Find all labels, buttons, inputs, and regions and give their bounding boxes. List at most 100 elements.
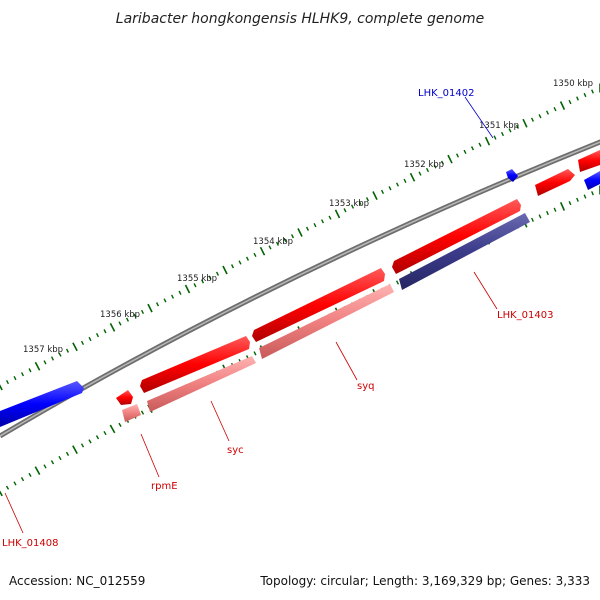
- outer-ring-tick-68: [508, 128, 512, 133]
- outer-ring-tick-61: [455, 153, 460, 158]
- outer-ring-tick-35: [259, 246, 266, 256]
- inner-ring-tick-34: [253, 351, 257, 356]
- gene-arrow-rpme[interactable]: [116, 390, 133, 405]
- inner-ring-tick-15: [109, 424, 116, 434]
- gene-label-syc[interactable]: syc: [227, 445, 244, 456]
- outer-ring-tick-64: [478, 142, 482, 147]
- outer-ring-tick-12: [88, 336, 92, 342]
- gene-arrow-fwd-left[interactable]: [140, 336, 250, 393]
- tick-label-1351: 1351 kbp: [479, 121, 519, 131]
- inner-ring-tick-3: [20, 477, 25, 482]
- gene-label-lhk01403[interactable]: LHK_01403: [497, 310, 553, 321]
- outer-ring-tick-22: [163, 298, 167, 303]
- outer-ring-tick-3: [20, 372, 25, 377]
- outer-ring-tick-10: [72, 342, 78, 352]
- outer-ring-tick-51: [380, 189, 385, 195]
- outer-ring-tick-15: [109, 323, 116, 332]
- gene-arrow-lhk01403[interactable]: [392, 199, 521, 274]
- tick-label-1353: 1353 kbp: [329, 199, 369, 209]
- outer-ring-tick-65: [484, 136, 491, 146]
- outer-ring-tick-49: [365, 197, 370, 202]
- feature-rpme-pink[interactable]: [122, 404, 141, 422]
- gene-label-syq[interactable]: syq: [357, 381, 374, 392]
- tick-label-1350: 1350 kbp: [553, 79, 593, 89]
- tick-labels: 1350 kbp 1351 kbp 1352 kbp 1353 kbp 1354…: [23, 79, 593, 355]
- inner-ring-tick-77: [576, 197, 579, 202]
- outer-ring-tick-40: [297, 228, 303, 237]
- outer-ring-tick-74: [553, 106, 557, 112]
- outer-ring-tick-69: [515, 124, 520, 129]
- outer-ring-tick-48: [358, 200, 362, 206]
- leader-line-syq: [335, 341, 358, 381]
- gene-arrow-fwd-mid[interactable]: [252, 268, 385, 342]
- feature-syq-pink[interactable]: [259, 284, 394, 359]
- inner-ring-tick-2: [13, 481, 17, 486]
- tick-label-1355: 1355 kbp: [177, 274, 217, 284]
- outer-ring-tick-78: [583, 92, 587, 98]
- outer-scale-ring: [0, 83, 600, 391]
- outer-ring-tick-41: [305, 226, 310, 231]
- feature-right-blue[interactable]: [584, 171, 600, 190]
- inner-ring-tick-76: [568, 201, 572, 206]
- outer-ring-tick-8: [58, 352, 62, 357]
- outer-ring-tick-23: [170, 294, 175, 299]
- leader-line-lhk01402: [464, 96, 494, 139]
- outer-ring-tick-28: [208, 275, 212, 280]
- inner-ring-tick-4: [28, 472, 32, 477]
- outer-ring-tick-39: [290, 234, 295, 239]
- tick-label-1356: 1356 kbp: [100, 310, 140, 320]
- outer-ring-tick-53: [395, 182, 400, 187]
- outer-ring-tick-60: [447, 154, 453, 164]
- inner-ring-tick-75: [559, 201, 566, 211]
- outer-ring-tick-45: [334, 209, 341, 219]
- inner-ring-tick-16: [118, 422, 122, 427]
- gene-label-lhk01408[interactable]: LHK_01408: [2, 538, 58, 549]
- outer-ring-tick-25: [184, 284, 191, 294]
- outer-ring-tick-73: [545, 110, 550, 115]
- gene-label-lhk01402[interactable]: LHK_01402: [418, 88, 474, 99]
- inner-ring-tick-72: [538, 214, 542, 219]
- map-title: Laribacter hongkongensis HLHK9, complete…: [116, 11, 484, 27]
- outer-ring-tick-26: [193, 283, 197, 288]
- inner-ring-tick-78: [583, 194, 587, 199]
- outer-ring-tick-55: [409, 172, 416, 182]
- inner-ring-tick-53: [395, 280, 400, 285]
- outer-ring-tick-62: [463, 149, 467, 155]
- gene-arrow-lhk01402[interactable]: [506, 169, 518, 182]
- outer-ring-tick-58: [433, 164, 437, 169]
- outer-ring-tick-31: [230, 264, 235, 269]
- inner-ring-tick-7: [50, 460, 55, 465]
- inner-ring-tick-14: [103, 430, 107, 436]
- secondary-features: [122, 171, 600, 422]
- feature-syc-pink[interactable]: [147, 356, 256, 412]
- tick-label-1354: 1354 kbp: [253, 237, 293, 247]
- outer-ring-tick-2: [13, 375, 17, 381]
- outer-ring-tick-43: [320, 219, 325, 224]
- gene-arrow-reverse-left[interactable]: [0, 381, 84, 427]
- outer-ring-tick-77: [576, 96, 579, 101]
- outer-ring-tick-19: [140, 309, 145, 315]
- leader-line-lhk01408: [4, 492, 24, 534]
- leader-line-lhk01403: [473, 271, 498, 310]
- feature-lhk01403-navy[interactable]: [399, 213, 530, 290]
- outer-ring-tick-50: [372, 191, 378, 200]
- gene-label-rpme[interactable]: rpmE: [151, 481, 178, 492]
- outer-ring-tick-63: [470, 146, 475, 151]
- outer-ring-tick-57: [425, 167, 430, 173]
- leader-line-rpme: [140, 433, 160, 478]
- gene-arrow-fwd-small[interactable]: [535, 169, 575, 196]
- inner-ring-tick-71: [531, 217, 534, 222]
- inner-ring-tick-9: [65, 451, 70, 456]
- inner-ring-tick-8: [58, 455, 62, 461]
- outer-ring-tick-11: [80, 340, 85, 346]
- inner-ring-tick-11: [80, 443, 85, 448]
- genome-backbone: [0, 139, 600, 439]
- gene-arrow-fwd-top-right[interactable]: [578, 150, 600, 172]
- inner-ring-tick-13: [95, 435, 100, 440]
- outer-ring-tick-0: [0, 384, 3, 391]
- gene-labels: LHK_01402 LHK_01403 syq syc rpmE LHK_014…: [2, 88, 553, 549]
- outer-ring-tick-6: [43, 360, 47, 365]
- inner-ring-tick-79: [591, 191, 594, 196]
- inner-ring-tick-73: [546, 210, 549, 216]
